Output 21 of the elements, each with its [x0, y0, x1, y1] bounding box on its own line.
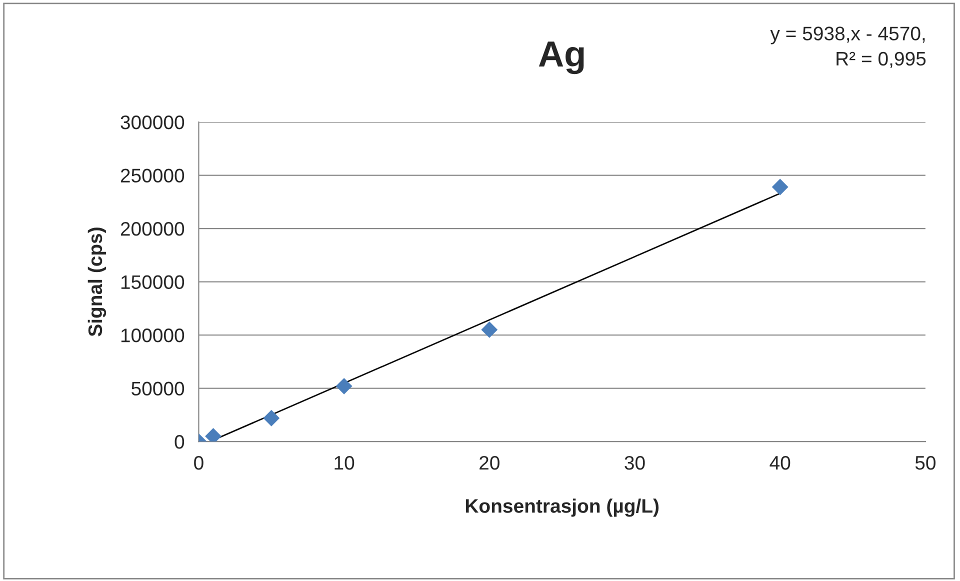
point: [263, 410, 280, 426]
y-tick-label: 150000: [121, 275, 184, 290]
x-tick-label: 50: [915, 456, 936, 470]
y-tick-label: 200000: [120, 222, 184, 236]
x-tick-label: 40: [770, 456, 790, 470]
y-tick-label: 250000: [120, 168, 184, 183]
y-tick-label: 50000: [132, 382, 184, 396]
y-tick-label: 300000: [120, 115, 184, 130]
text: y = 5938,x - 4570, R² = 0,995: [770, 26, 926, 68]
x-tick-label: 0: [194, 456, 204, 470]
x-tick-label: 30: [624, 456, 645, 470]
x-tick-label: 10: [334, 456, 354, 470]
y-tick-label: 100000: [121, 328, 184, 342]
x-axis-title: Konsentrasjon (µg/L): [466, 498, 659, 517]
y-tick-label: 0: [174, 435, 184, 449]
y-axis-title: Signal (cps): [88, 228, 106, 336]
point: [772, 178, 788, 196]
point: [481, 322, 498, 338]
x-tick-label: 20: [480, 456, 500, 470]
chart-title: Ag: [538, 42, 584, 74]
point: [336, 378, 352, 394]
